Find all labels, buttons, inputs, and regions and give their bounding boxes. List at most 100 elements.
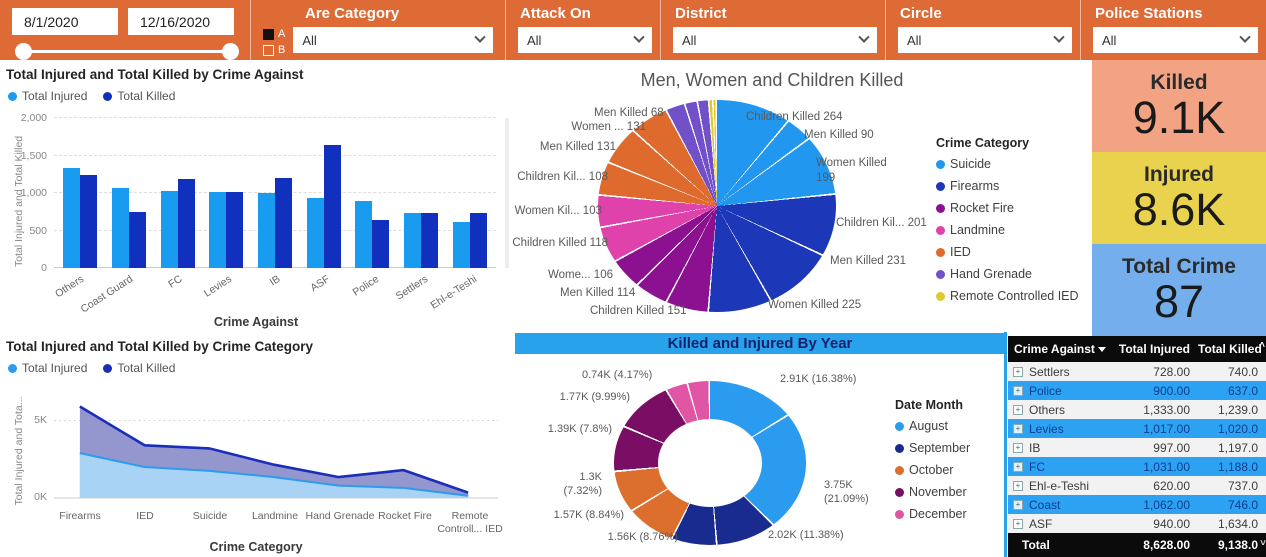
crime-against-value: Coast (1029, 497, 1061, 512)
chart-scrollbar[interactable] (505, 118, 509, 268)
legend-item[interactable]: Firearms (936, 179, 1079, 193)
legend-item[interactable]: November (895, 485, 970, 499)
date-range-slider[interactable] (12, 42, 242, 62)
legend-item[interactable]: Landmine (936, 223, 1079, 237)
bar-chart-plot[interactable]: 0 500 1,000 1,500 2,000 (21, 112, 496, 274)
total-injured-total: 8,628.00 (1143, 538, 1190, 552)
bar-total-killed[interactable] (129, 212, 146, 268)
y-axis-title: Total Injured and Tota... (13, 396, 25, 505)
column-header-total-killed[interactable]: Total Killed (1198, 342, 1262, 356)
expand-icon[interactable]: + (1013, 480, 1023, 491)
row-header-cell[interactable]: + FC (1008, 460, 1114, 474)
checkbox-a[interactable]: A (263, 28, 285, 40)
expand-icon[interactable]: + (1013, 518, 1023, 529)
slider-handle-start[interactable] (15, 43, 32, 60)
legend-label: Remote Controlled IED (950, 289, 1079, 303)
table-row[interactable]: + Ehl-e-Teshi 620.00 737.0 (1008, 476, 1266, 495)
table-header-row: Crime Against Total Injured Total Killed… (1008, 336, 1266, 362)
attack-on-dropdown[interactable]: All (518, 27, 652, 53)
legend-item[interactable]: IED (936, 245, 1079, 259)
legend-item[interactable]: Suicide (936, 157, 1079, 171)
donut-chart[interactable] (614, 381, 806, 545)
legend-item[interactable]: Hand Grenade (936, 267, 1079, 281)
expand-icon[interactable]: + (1013, 366, 1023, 377)
legend-item[interactable]: August (895, 419, 970, 433)
legend-item[interactable]: Rocket Fire (936, 201, 1079, 215)
table-row[interactable]: + Others 1,333.00 1,239.0 (1008, 400, 1266, 419)
bar-total-killed[interactable] (80, 175, 98, 268)
legend-item[interactable]: Remote Controlled IED (936, 289, 1079, 303)
pie-slice-label: Men Killed 90 (804, 129, 874, 141)
bar-total-injured[interactable] (209, 191, 227, 268)
table-row[interactable]: + Levies 1,017.00 1,020.0 (1008, 419, 1266, 438)
kpi-total-crime-card[interactable]: Total Crime 87 (1092, 244, 1266, 336)
row-header-cell[interactable]: + Police (1008, 384, 1114, 398)
expand-icon[interactable]: + (1013, 442, 1023, 453)
bar-total-injured[interactable] (355, 200, 373, 268)
table-row[interactable]: + Police 900.00 637.0 (1008, 381, 1266, 400)
bar-total-injured[interactable] (160, 190, 178, 268)
donut-slice-label: 2.91K (16.38%) (780, 373, 857, 385)
bar-total-injured[interactable] (452, 221, 470, 268)
scroll-down-icon[interactable]: ˅ (1260, 538, 1266, 549)
area-chart-plot[interactable]: 5K 0K (34, 380, 498, 506)
expand-icon[interactable]: + (1013, 385, 1023, 396)
expand-icon[interactable]: + (1013, 404, 1023, 415)
legend-item[interactable]: December (895, 507, 970, 521)
district-dropdown[interactable]: All (673, 27, 877, 53)
are-category-dropdown[interactable]: All (293, 27, 494, 53)
row-header-cell[interactable]: + Settlers (1008, 365, 1114, 379)
scroll-up-icon[interactable]: ˄ (1259, 340, 1265, 351)
date-to-input[interactable]: 12/16/2020 (128, 8, 234, 35)
table-row[interactable]: + Settlers 728.00 740.0 (1008, 362, 1266, 381)
slider-track[interactable] (22, 50, 232, 53)
column-header-total-injured[interactable]: Total Injured (1118, 342, 1190, 356)
legend-item[interactable]: Total Killed (103, 89, 175, 103)
row-header-cell[interactable]: + Levies (1008, 422, 1114, 436)
table-row[interactable]: + FC 1,031.00 1,188.0 (1008, 457, 1266, 476)
date-from-input[interactable]: 8/1/2020 (12, 8, 118, 35)
bar-total-killed[interactable] (226, 191, 244, 268)
kpi-killed-card[interactable]: Killed 9.1K (1092, 60, 1266, 152)
bar-total-killed[interactable] (421, 212, 439, 268)
bar-total-injured[interactable] (404, 213, 422, 268)
row-header-cell[interactable]: + Ehl-e-Teshi (1008, 479, 1114, 493)
filter-label: Police Stations (1095, 5, 1203, 22)
bar-total-killed[interactable] (469, 212, 487, 268)
expand-icon[interactable]: + (1013, 499, 1023, 510)
bar-group-Ehl-e-Teshi (445, 118, 494, 268)
bar-total-injured[interactable] (258, 193, 276, 268)
legend-item[interactable]: Total Killed (103, 361, 175, 375)
bar-total-injured[interactable] (306, 197, 324, 268)
row-header-cell[interactable]: + Coast (1008, 498, 1114, 512)
pie-chart[interactable] (598, 100, 836, 312)
column-header-crime-against[interactable]: Crime Against (1008, 342, 1114, 356)
circle-dropdown[interactable]: All (898, 27, 1072, 53)
kpi-injured-card[interactable]: Injured 8.6K (1092, 152, 1266, 244)
bar-total-injured[interactable] (112, 188, 129, 268)
slider-handle-end[interactable] (222, 43, 239, 60)
checkbox-b-box[interactable] (263, 44, 274, 56)
table-row[interactable]: + ASF 940.00 1,634.0 (1008, 514, 1266, 533)
checkbox-a-box[interactable] (263, 28, 274, 40)
row-header-cell[interactable]: + ASF (1008, 517, 1114, 531)
bar-total-killed[interactable] (275, 178, 293, 268)
bar-total-killed[interactable] (177, 178, 195, 268)
expand-icon[interactable]: + (1013, 423, 1023, 434)
checkbox-b[interactable]: B (263, 44, 285, 56)
kpi-value: 87 (1153, 275, 1205, 327)
legend-item[interactable]: October (895, 463, 970, 477)
legend-item[interactable]: September (895, 441, 970, 455)
area-chart[interactable] (54, 380, 498, 506)
legend-item[interactable]: Total Injured (8, 361, 87, 375)
bar-total-killed[interactable] (323, 145, 341, 268)
table-row[interactable]: + Coast 1,062.00 746.0 (1008, 495, 1266, 514)
row-header-cell[interactable]: + IB (1008, 441, 1114, 455)
police-stations-dropdown[interactable]: All (1093, 27, 1258, 53)
bar-total-killed[interactable] (372, 220, 390, 268)
row-header-cell[interactable]: + Others (1008, 403, 1114, 417)
table-row[interactable]: + IB 997.00 1,197.0 (1008, 438, 1266, 457)
legend-item[interactable]: Total Injured (8, 89, 87, 103)
expand-icon[interactable]: + (1013, 461, 1023, 472)
bar-total-injured[interactable] (63, 168, 81, 268)
